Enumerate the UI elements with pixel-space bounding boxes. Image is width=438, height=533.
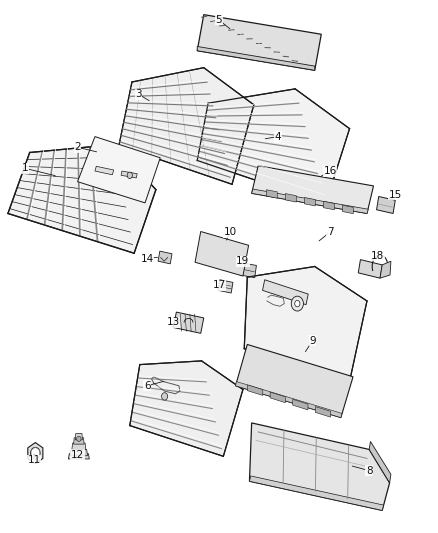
- Polygon shape: [173, 312, 204, 333]
- Text: 4: 4: [275, 132, 281, 142]
- Polygon shape: [262, 280, 308, 305]
- Polygon shape: [195, 231, 249, 276]
- Polygon shape: [286, 193, 296, 202]
- Circle shape: [162, 393, 168, 400]
- Polygon shape: [8, 144, 156, 253]
- Polygon shape: [244, 266, 367, 382]
- Polygon shape: [266, 190, 277, 198]
- Polygon shape: [74, 438, 84, 444]
- Text: 10: 10: [223, 227, 237, 237]
- Text: 19: 19: [237, 256, 250, 266]
- Polygon shape: [252, 166, 374, 214]
- Polygon shape: [197, 14, 321, 70]
- Circle shape: [77, 436, 81, 441]
- Text: 15: 15: [389, 190, 402, 200]
- Text: 9: 9: [309, 336, 316, 346]
- Polygon shape: [130, 361, 243, 456]
- Text: 16: 16: [323, 166, 337, 176]
- Polygon shape: [95, 166, 114, 175]
- Polygon shape: [70, 449, 88, 456]
- Polygon shape: [119, 68, 254, 184]
- Polygon shape: [240, 263, 256, 278]
- Polygon shape: [78, 136, 160, 203]
- Polygon shape: [358, 260, 382, 278]
- Polygon shape: [197, 46, 315, 70]
- Text: 13: 13: [167, 317, 180, 327]
- Polygon shape: [315, 407, 331, 417]
- Polygon shape: [250, 423, 390, 511]
- Text: 8: 8: [366, 466, 372, 475]
- Text: 12: 12: [71, 450, 84, 460]
- Text: 11: 11: [28, 455, 41, 465]
- Text: 17: 17: [212, 280, 226, 290]
- Text: 1: 1: [22, 164, 28, 173]
- Polygon shape: [380, 261, 391, 278]
- Polygon shape: [247, 385, 263, 395]
- Polygon shape: [236, 344, 353, 418]
- Polygon shape: [377, 197, 395, 214]
- Circle shape: [127, 172, 132, 179]
- Text: 2: 2: [74, 142, 81, 152]
- Polygon shape: [197, 89, 350, 204]
- Polygon shape: [250, 476, 384, 511]
- Circle shape: [291, 296, 304, 311]
- Polygon shape: [121, 171, 137, 178]
- Polygon shape: [304, 197, 315, 206]
- Polygon shape: [236, 382, 342, 418]
- Polygon shape: [68, 454, 89, 459]
- Text: 3: 3: [135, 89, 142, 99]
- Polygon shape: [158, 251, 172, 264]
- Text: 5: 5: [215, 15, 223, 25]
- Text: 18: 18: [371, 251, 385, 261]
- Text: 6: 6: [144, 381, 151, 391]
- Polygon shape: [369, 441, 391, 483]
- Text: 14: 14: [141, 254, 154, 263]
- Polygon shape: [75, 433, 82, 440]
- Text: 7: 7: [327, 227, 333, 237]
- Polygon shape: [323, 201, 334, 210]
- Polygon shape: [28, 442, 43, 464]
- Polygon shape: [72, 443, 86, 449]
- Circle shape: [31, 447, 40, 459]
- Polygon shape: [218, 280, 233, 293]
- Polygon shape: [343, 205, 353, 214]
- Polygon shape: [270, 392, 286, 403]
- Polygon shape: [293, 399, 308, 410]
- Polygon shape: [252, 189, 368, 214]
- Circle shape: [295, 301, 300, 307]
